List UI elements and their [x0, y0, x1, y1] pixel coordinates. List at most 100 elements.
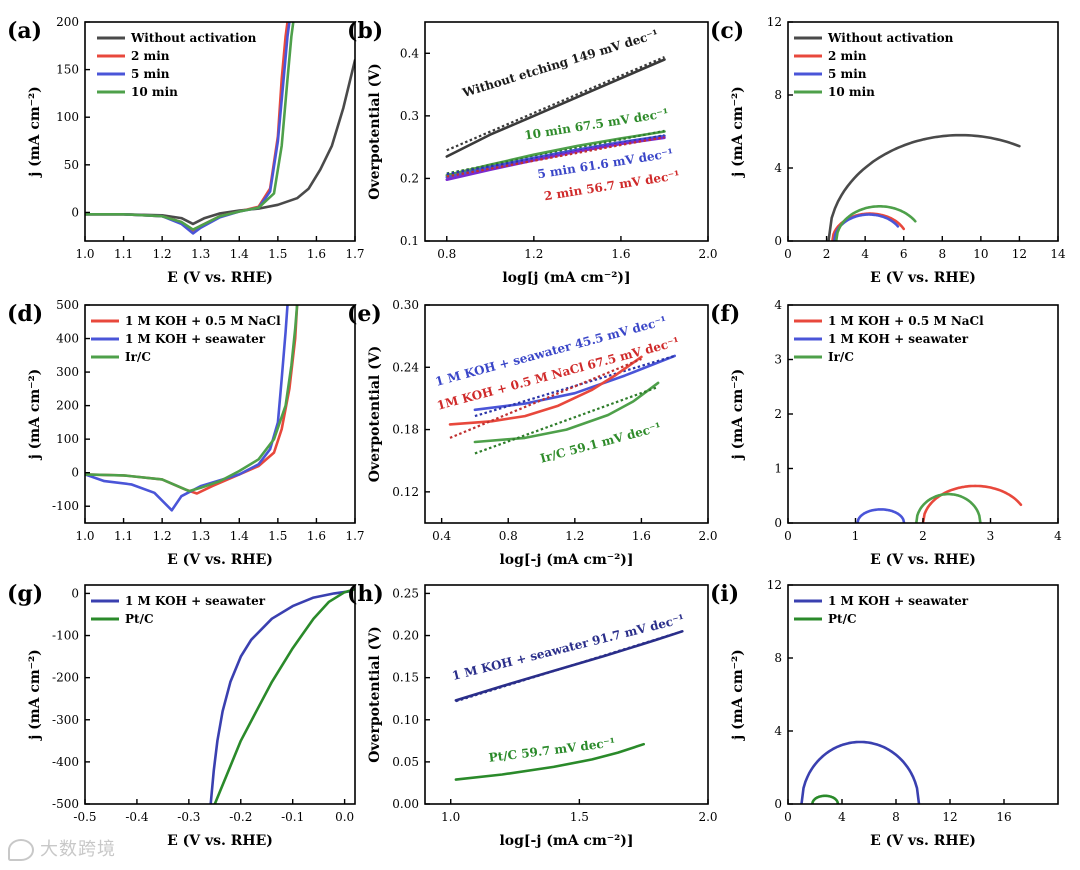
x-tick-label: 10 — [973, 247, 988, 261]
fit-line-ir-c — [474, 385, 659, 455]
y-tick-label: 0.00 — [392, 797, 419, 811]
series-line-ir-c — [473, 381, 660, 444]
x-tick-label: 16 — [996, 810, 1011, 824]
series-line-pt-c — [213, 587, 355, 804]
x-axis-label: E (V vs. RHE) — [167, 552, 273, 568]
y-tick-label: 0.3 — [400, 109, 419, 123]
x-tick-label: 1.2 — [153, 529, 172, 543]
y-tick-label: 0 — [71, 586, 79, 600]
legend-entry: Without activation — [130, 31, 257, 45]
y-tick-label: -400 — [52, 755, 79, 769]
y-tick-label: 200 — [56, 399, 79, 413]
legend-entry: 1 M KOH + seawater — [125, 594, 266, 608]
legend-entry: 5 min — [131, 67, 170, 81]
fit-line-10-min — [446, 129, 665, 175]
panel-label: (g) — [7, 581, 43, 607]
legend-entry: Ir/C — [125, 350, 151, 364]
panel-label: (b) — [347, 18, 383, 44]
panel-e-plot-area — [448, 354, 676, 455]
x-tick-label: -0.2 — [229, 810, 252, 824]
y-axis-label: Overpotential (V) — [367, 63, 383, 199]
axes-frame — [84, 304, 356, 524]
y-tick-label: 0.15 — [392, 671, 419, 685]
x-tick-label: 1.7 — [345, 247, 364, 261]
annotation-label: 1 M KOH + seawater 91.7 mV dec⁻¹ — [451, 612, 686, 683]
series-line-without-activation — [827, 133, 1021, 241]
series-line-2-min — [831, 212, 905, 241]
y-tick-label: 1 — [774, 462, 782, 476]
series-line-10-min — [85, 22, 295, 231]
panel-label: (a) — [7, 18, 42, 44]
panel-label: (e) — [347, 301, 382, 327]
legend-entry: Pt/C — [125, 612, 154, 626]
y-tick-label: 4 — [774, 298, 782, 312]
panel-f: 0 1 2 3 4 0 1 2 3 4 E (V vs. RHE) j (mA cm⁻²) (f) 1 M… — [710, 298, 1062, 568]
x-tick-label: 2 — [919, 529, 927, 543]
x-axis-label: E (V vs. RHE) — [870, 833, 976, 849]
x-tick-label: 1.5 — [570, 810, 589, 824]
x-tick-label: 1.2 — [153, 247, 172, 261]
y-tick-label: 100 — [56, 110, 79, 124]
y-tick-label: 0 — [774, 234, 782, 248]
y-tick-label: 4 — [774, 724, 782, 738]
y-tick-label: -200 — [52, 671, 79, 685]
x-axis-label: log[-j (mA cm⁻²)] — [499, 833, 633, 849]
axes-frame — [424, 584, 709, 805]
x-tick-label: 1.1 — [114, 529, 133, 543]
legend-entry: 5 min — [828, 67, 867, 81]
series-line-1-m-koh-seawater — [856, 508, 906, 523]
x-axis-label: log[-j (mA cm⁻²)] — [499, 552, 633, 568]
panel-d-plot-area — [85, 305, 299, 512]
y-tick-label: 8 — [774, 88, 782, 102]
x-tick-label: 14 — [1050, 247, 1066, 261]
panel-i: 0 4 8 12 16 0 4 8 12 E (V vs. RHE) j (mA cm⁻²) (i) 1… — [710, 578, 1059, 849]
y-axis-label: Overpotential (V) — [367, 346, 383, 482]
y-axis-label: j (mA cm⁻²) — [27, 86, 43, 179]
y-tick-label: -100 — [52, 629, 79, 643]
annotation-label: Pt/C 59.7 mV dec⁻¹ — [488, 735, 616, 764]
legend-entry: 1 M KOH + 0.5 M NaCl — [828, 314, 984, 328]
axes-frame — [787, 584, 1059, 805]
series-line-1-m-koh-seawater — [800, 740, 921, 804]
legend-entry: 10 min — [828, 85, 875, 99]
series-line-1-m-koh-0-5-m-nacl — [448, 355, 643, 426]
legend-entry: 2 min — [131, 49, 170, 63]
x-axis-label: E (V vs. RHE) — [167, 833, 273, 849]
series-line-10-min — [834, 205, 917, 241]
axes-frame — [787, 21, 1059, 242]
x-tick-label: 1.6 — [611, 247, 630, 261]
x-tick-label: 2.0 — [698, 810, 717, 824]
legend-entry: 10 min — [131, 85, 178, 99]
y-tick-label: 0.12 — [392, 485, 419, 499]
panel-h-plot-area — [454, 630, 684, 781]
x-tick-label: 1.6 — [632, 529, 651, 543]
legend-entry: 1 M KOH + seawater — [828, 594, 969, 608]
x-tick-label: 1.5 — [268, 247, 287, 261]
panel-c-plot-area — [827, 133, 1021, 241]
y-tick-label: 12 — [767, 15, 782, 29]
series-line-ir-c — [85, 305, 299, 493]
x-tick-label: 4 — [861, 247, 869, 261]
x-tick-label: 1.4 — [230, 529, 249, 543]
x-tick-label: 1.7 — [345, 529, 364, 543]
panel-label: (h) — [347, 581, 384, 607]
x-tick-label: 0.8 — [437, 247, 456, 261]
x-tick-label: -0.3 — [177, 810, 200, 824]
panel-label: (i) — [710, 581, 739, 607]
x-tick-label: 8 — [938, 247, 946, 261]
panel-h: 1.0 1.5 2.0 0.00 0.05 0.10 0.15 0.20 0.25 log[-j … — [347, 581, 718, 849]
x-tick-label: 6 — [900, 247, 908, 261]
y-tick-label: 0.10 — [392, 713, 419, 727]
fit-line-2-min — [446, 136, 665, 178]
x-tick-label: 2.0 — [698, 247, 717, 261]
panel-a-plot-area — [85, 22, 355, 235]
y-tick-label: 0 — [774, 797, 782, 811]
x-tick-label: 0 — [784, 810, 792, 824]
y-tick-label: 12 — [767, 578, 782, 592]
x-tick-label: 12 — [1012, 247, 1027, 261]
y-axis-label: j (mA cm⁻²) — [730, 649, 746, 742]
panel-a: 1.0 1.1 1.2 1.3 1.4 1.5 1.6 1.7 0 50 100 150 200 E (V… — [7, 15, 365, 286]
y-tick-label: 0 — [71, 466, 79, 480]
series-line-5-min — [85, 22, 291, 235]
